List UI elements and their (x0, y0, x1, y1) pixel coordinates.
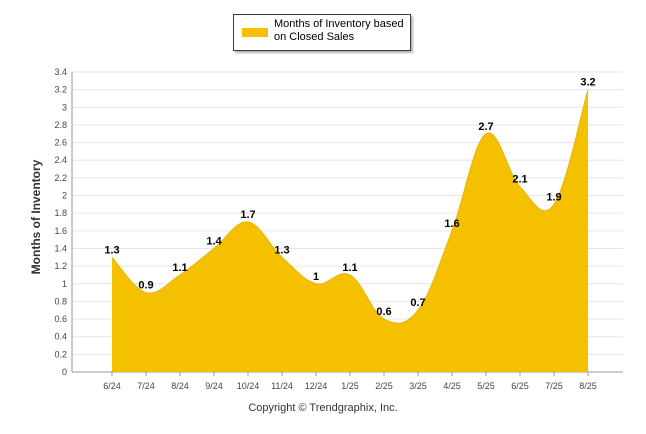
y-tick-label: 0.8 (54, 296, 67, 306)
data-label: 1.1 (342, 262, 357, 274)
x-tick-label: 8/25 (579, 381, 597, 391)
legend-swatch (242, 28, 268, 37)
x-tick-label: 6/25 (511, 381, 529, 391)
data-label: 1.1 (172, 262, 187, 274)
data-label: 0.6 (376, 306, 391, 318)
series-area (112, 89, 588, 372)
data-label: 1.9 (546, 191, 561, 203)
y-tick-label: 2 (62, 191, 67, 201)
y-tick-label: 0.6 (54, 314, 67, 324)
copyright-text: Copyright © Trendgraphix, Inc. (248, 402, 398, 414)
x-tick-label: 1/25 (341, 381, 359, 391)
x-tick-label: 6/24 (103, 381, 121, 391)
y-tick-label: 1.2 (54, 261, 67, 271)
y-tick-label: 3.4 (54, 67, 67, 77)
legend: Months of Inventory based on Closed Sale… (233, 14, 411, 51)
y-tick-label: 0.4 (54, 332, 67, 342)
data-label: 0.9 (138, 280, 153, 292)
x-tick-label: 12/24 (305, 381, 328, 391)
x-tick-label: 7/24 (137, 381, 155, 391)
x-tick-label: 7/25 (545, 381, 563, 391)
y-tick-label: 0.2 (54, 349, 67, 359)
data-label: 1.4 (206, 235, 222, 247)
data-label: 1.3 (104, 244, 119, 256)
y-tick-label: 1.6 (54, 226, 67, 236)
x-tick-label: 2/25 (375, 381, 393, 391)
legend-label: Months of Inventory based on Closed Sale… (274, 18, 404, 43)
y-tick-label: 1.8 (54, 208, 67, 218)
y-tick-label: 3.2 (54, 85, 67, 95)
y-tick-label: 2.2 (54, 173, 67, 183)
x-tick-label: 4/25 (443, 381, 461, 391)
x-tick-label: 5/25 (477, 381, 495, 391)
y-axis-title: Months of Inventory (29, 159, 43, 275)
data-label: 1.7 (240, 209, 255, 221)
x-tick-label: 9/24 (205, 381, 223, 391)
y-tick-label: 2.8 (54, 120, 67, 130)
data-label: 2.7 (478, 121, 493, 133)
data-label: 2.1 (512, 174, 527, 186)
y-tick-label: 0 (62, 367, 67, 377)
data-label: 1.3 (274, 244, 289, 256)
y-tick-label: 3 (62, 102, 67, 112)
data-label: 1 (313, 271, 319, 283)
data-label: 0.7 (410, 297, 425, 309)
y-tick-label: 1 (62, 279, 67, 289)
data-label: 1.6 (444, 218, 459, 230)
x-tick-label: 11/24 (271, 381, 293, 391)
y-tick-label: 2.6 (54, 138, 67, 148)
y-tick-label: 1.4 (54, 243, 67, 253)
data-label: 3.2 (580, 77, 595, 89)
series-line (111, 89, 589, 324)
x-tick-label: 8/24 (171, 381, 189, 391)
x-tick-label: 10/24 (237, 381, 260, 391)
y-tick-label: 2.4 (54, 155, 67, 165)
x-tick-label: 3/25 (409, 381, 427, 391)
